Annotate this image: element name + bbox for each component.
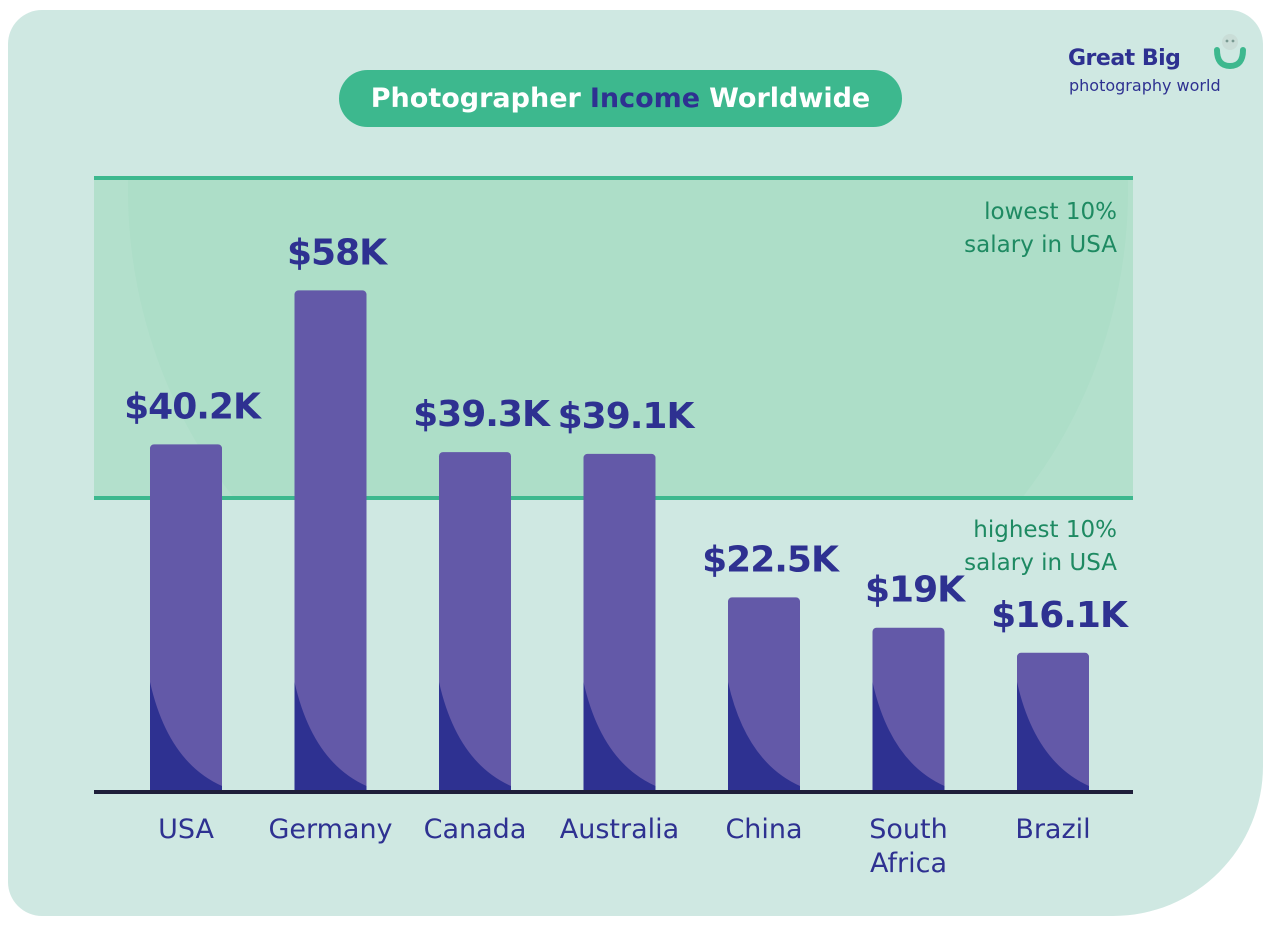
title-suffix: Worldwide [709,83,871,114]
bar-shade-usa [150,682,222,792]
value-label-china: $22.5K [702,539,840,580]
bar-germany [294,290,367,792]
camera-person-icon [1214,34,1246,70]
title-highlight: Income [589,83,701,114]
value-label-south-africa: $19K [865,570,966,611]
category-label-china: China [725,814,802,845]
value-label-australia: $39.1K [558,396,696,437]
title-prefix: Photographer [370,83,581,114]
bar-shade-germany [294,682,367,792]
category-label-canada: Canada [424,814,527,845]
bar-shade-canada [439,682,511,792]
category-label-south-africa: South Africa [869,814,947,879]
bar-canada [439,452,511,792]
brand-logo: Great Big photography world [1068,34,1258,106]
category-label-australia: Australia [560,814,679,845]
bar-chart: $40.2K $58K $39.3K $39.1K $22.5K $19K $16.1K U… [94,176,1133,879]
logo-line-1: Great Big [1068,46,1181,71]
bar-shade-china [728,682,800,792]
band-bottom-label: highest 10% salary in USA [964,517,1117,576]
logo-line-2: photography world [1069,76,1221,95]
value-label-usa: $40.2K [124,386,262,427]
infographic-card: $40.2K $58K $39.3K $39.1K $22.5K $19K $16.1K U… [8,10,1263,916]
bar-shade-south-africa [872,682,945,792]
bar-usa [150,444,222,792]
category-label-germany: Germany [268,814,392,845]
value-label-canada: $39.3K [413,394,551,435]
value-label-germany: $58K [287,232,388,273]
value-label-brazil: $16.1K [991,595,1129,636]
band-top-label: lowest 10% salary in USA [964,199,1117,258]
category-label-brazil: Brazil [1015,814,1090,845]
category-label-usa: USA [158,814,214,845]
bar-shade-australia [583,682,656,792]
bar-australia [583,453,656,792]
band-decoration [128,178,1128,498]
chart-title: Photographer Income Worldwide [339,70,902,127]
bar-shade-brazil [1017,682,1089,792]
